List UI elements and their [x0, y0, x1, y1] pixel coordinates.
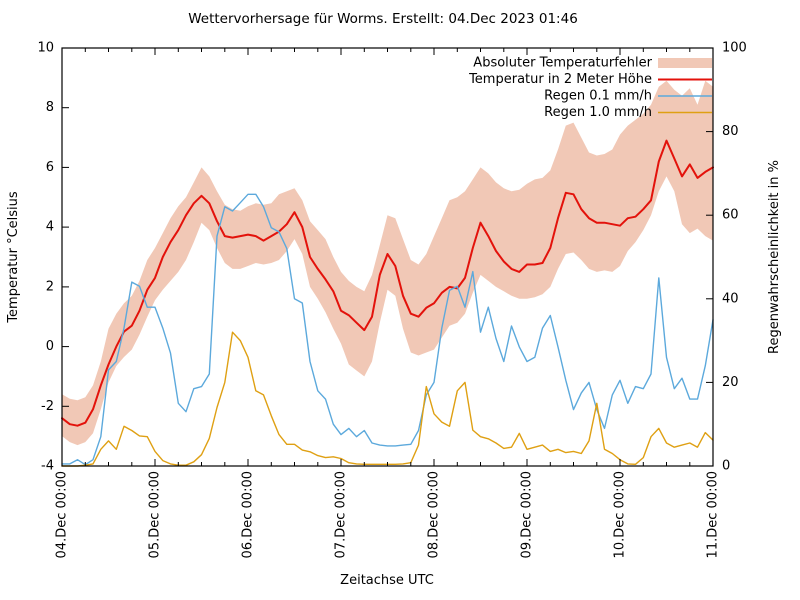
y-left-tick-label: 6	[46, 160, 54, 175]
y-right-tick-label: 20	[722, 375, 739, 390]
y-left-tick-label: 2	[46, 279, 54, 294]
legend-label-rain-10: Regen 1.0 mm/h	[544, 105, 652, 120]
y-axis-label-left: Temperatur °Celsius	[6, 191, 21, 324]
plot-data-layer	[61, 80, 714, 467]
legend-item-rain-01: Regen 0.1 mm/h	[544, 89, 712, 104]
series-band-0	[62, 80, 713, 446]
x-tick-label: 11.Dec 00:00	[706, 471, 721, 558]
y-left-tick-label: 4	[46, 220, 54, 235]
y-right-tick-label: 100	[722, 41, 747, 56]
x-tick-label: 10.Dec 00:00	[613, 471, 628, 558]
x-axis-label: Zeitachse UTC	[340, 573, 434, 588]
y-right-tick-label: 0	[722, 459, 730, 474]
series-line-2	[61, 193, 714, 466]
legend: Absoluter Temperaturfehler Temperatur in…	[468, 56, 712, 120]
temperature-error-band-swatch-icon	[658, 58, 712, 68]
legend-label-temperature-error: Absoluter Temperaturfehler	[473, 56, 652, 71]
y-left-tick-label: -4	[41, 459, 54, 474]
legend-item-temperature: Temperatur in 2 Meter Höhe	[468, 72, 712, 87]
y-left-tick-label: 8	[46, 100, 54, 115]
plot-axes-layer: 04.Dec 00:00 05.Dec 00:00 06.Dec 00:00 07.D…	[37, 41, 746, 559]
legend-label-rain-01: Regen 0.1 mm/h	[544, 89, 652, 104]
x-tick-label: 09.Dec 00:00	[520, 471, 535, 558]
x-tick-label: 07.Dec 00:00	[334, 471, 349, 558]
legend-label-temperature: Temperatur in 2 Meter Höhe	[468, 72, 652, 87]
chart-title: Wettervorhersage für Worms. Erstellt: 04…	[188, 11, 578, 27]
x-tick-label: 08.Dec 00:00	[427, 471, 442, 558]
y-axis-label-right: Regenwahrscheinlichkeit in %	[767, 160, 782, 354]
x-tick-label: 06.Dec 00:00	[241, 471, 256, 558]
legend-item-temperature-error: Absoluter Temperaturfehler	[473, 56, 712, 71]
y-left-tick-label: 10	[37, 41, 54, 56]
y-left-tick-label: 0	[46, 339, 54, 354]
x-tick-label: 04.Dec 00:00	[55, 471, 70, 558]
y-right-tick-label: 40	[722, 291, 739, 306]
y-right-tick-label: 60	[722, 208, 739, 223]
series-line-1	[61, 139, 714, 427]
legend-item-rain-10: Regen 1.0 mm/h	[544, 105, 712, 120]
y-right-tick-label: 80	[722, 124, 739, 139]
x-tick-label: 05.Dec 00:00	[148, 471, 163, 558]
y-left-tick-label: -2	[41, 399, 54, 414]
